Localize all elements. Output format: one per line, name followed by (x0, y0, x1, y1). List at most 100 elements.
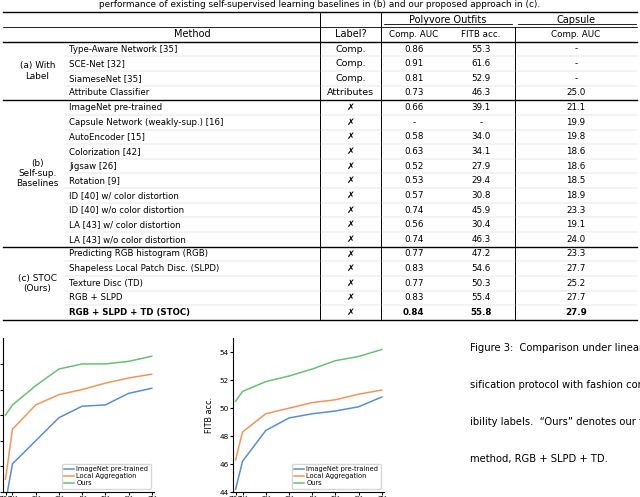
Text: Comp.: Comp. (335, 45, 365, 54)
Text: 27.7: 27.7 (566, 293, 586, 302)
Y-axis label: FITB acc.: FITB acc. (205, 397, 214, 433)
Text: Shapeless Local Patch Disc. (SLPD): Shapeless Local Patch Disc. (SLPD) (69, 264, 220, 273)
Text: Attributes: Attributes (327, 88, 374, 97)
Text: 25.0: 25.0 (566, 88, 586, 97)
Text: -: - (575, 59, 577, 68)
Text: performance of existing self-supervised learning baselines in (b) and our propos: performance of existing self-supervised … (99, 0, 541, 9)
Text: Texture Disc (TD): Texture Disc (TD) (69, 279, 143, 288)
Text: 54.6: 54.6 (471, 264, 490, 273)
Text: Predicting RGB histogram (RGB): Predicting RGB histogram (RGB) (69, 249, 208, 258)
Text: -: - (575, 74, 577, 83)
Text: 0.84: 0.84 (403, 308, 424, 317)
Text: 0.83: 0.83 (404, 293, 424, 302)
Text: SCE-Net [32]: SCE-Net [32] (69, 59, 125, 68)
Text: 27.9: 27.9 (565, 308, 587, 317)
Text: 0.56: 0.56 (404, 220, 424, 229)
Text: Rotation [9]: Rotation [9] (69, 176, 120, 185)
Text: ✗: ✗ (346, 118, 355, 127)
Text: ✗: ✗ (346, 220, 355, 229)
Text: 29.4: 29.4 (472, 176, 490, 185)
Text: Comp. AUC: Comp. AUC (551, 30, 600, 39)
Text: ✗: ✗ (346, 308, 355, 317)
Text: ✗: ✗ (346, 162, 355, 170)
Text: ✗: ✗ (346, 147, 355, 156)
Text: 55.3: 55.3 (471, 45, 491, 54)
Text: LA [43] w/ color distortion: LA [43] w/ color distortion (69, 220, 180, 229)
Text: Method: Method (174, 29, 211, 39)
Text: 52.9: 52.9 (471, 74, 490, 83)
Text: 0.57: 0.57 (404, 191, 424, 200)
Text: 0.74: 0.74 (404, 206, 424, 215)
Text: 61.6: 61.6 (472, 59, 490, 68)
Text: 46.3: 46.3 (471, 88, 490, 97)
Text: 0.86: 0.86 (404, 45, 424, 54)
Text: -: - (479, 118, 483, 127)
Text: 18.6: 18.6 (566, 162, 586, 170)
Text: RGB + SLPD + TD (STOC): RGB + SLPD + TD (STOC) (69, 308, 190, 317)
Text: Capsule: Capsule (556, 15, 596, 25)
Text: 0.73: 0.73 (404, 88, 424, 97)
Text: ✗: ✗ (346, 176, 355, 185)
Text: ✗: ✗ (346, 191, 355, 200)
Text: 34.0: 34.0 (471, 132, 491, 141)
Text: Type-Aware Network [35]: Type-Aware Network [35] (69, 45, 177, 54)
Text: ✗: ✗ (346, 249, 355, 258)
Text: Polyvore Outfits: Polyvore Outfits (410, 15, 486, 25)
Text: 47.2: 47.2 (471, 249, 490, 258)
Text: 0.77: 0.77 (404, 249, 424, 258)
Text: (a) With
Label: (a) With Label (20, 61, 55, 81)
Text: 18.5: 18.5 (566, 176, 586, 185)
Text: 24.0: 24.0 (566, 235, 586, 244)
Text: 18.9: 18.9 (566, 191, 586, 200)
Text: ✗: ✗ (346, 132, 355, 141)
Text: ✗: ✗ (346, 103, 355, 112)
Text: 19.9: 19.9 (566, 118, 586, 127)
Text: 30.4: 30.4 (471, 220, 491, 229)
Text: ✗: ✗ (346, 206, 355, 215)
Text: 19.8: 19.8 (566, 132, 586, 141)
Text: 23.3: 23.3 (566, 249, 586, 258)
Text: 0.83: 0.83 (404, 264, 424, 273)
Text: ID [40] w/o color distortion: ID [40] w/o color distortion (69, 206, 184, 215)
Text: Comp. AUC: Comp. AUC (389, 30, 438, 39)
Text: -: - (412, 118, 415, 127)
Text: 34.1: 34.1 (471, 147, 490, 156)
Text: 19.1: 19.1 (566, 220, 586, 229)
Text: Capsule Network (weakly-sup.) [16]: Capsule Network (weakly-sup.) [16] (69, 118, 223, 127)
Text: ibility labels.  “Ours” denotes our full: ibility labels. “Ours” denotes our full (470, 416, 640, 427)
Text: RGB + SLPD: RGB + SLPD (69, 293, 123, 302)
Text: 18.6: 18.6 (566, 147, 586, 156)
Text: SiameseNet [35]: SiameseNet [35] (69, 74, 141, 83)
Text: 0.66: 0.66 (404, 103, 424, 112)
Text: 0.81: 0.81 (404, 74, 424, 83)
Text: 39.1: 39.1 (471, 103, 490, 112)
Text: 0.53: 0.53 (404, 176, 424, 185)
Text: Colorization [42]: Colorization [42] (69, 147, 141, 156)
Text: 0.91: 0.91 (404, 59, 424, 68)
Text: 46.3: 46.3 (471, 235, 490, 244)
Text: 55.8: 55.8 (470, 308, 492, 317)
Text: ✗: ✗ (346, 235, 355, 244)
Text: ✗: ✗ (346, 293, 355, 302)
Text: ImageNet pre-trained: ImageNet pre-trained (69, 103, 162, 112)
Text: ✗: ✗ (346, 279, 355, 288)
Text: -: - (575, 45, 577, 54)
Text: FITB acc.: FITB acc. (461, 30, 500, 39)
Text: AutoEncoder [15]: AutoEncoder [15] (69, 132, 145, 141)
Text: LA [43] w/o color distortion: LA [43] w/o color distortion (69, 235, 186, 244)
Text: Attribute Classifier: Attribute Classifier (69, 88, 149, 97)
Text: (c) STOC
(Ours): (c) STOC (Ours) (18, 273, 57, 293)
Text: 27.7: 27.7 (566, 264, 586, 273)
Text: 0.77: 0.77 (404, 279, 424, 288)
Text: 0.74: 0.74 (404, 235, 424, 244)
Text: (b)
Self-sup.
Baselines: (b) Self-sup. Baselines (16, 159, 59, 188)
Text: 45.9: 45.9 (471, 206, 490, 215)
Text: Label?: Label? (335, 29, 366, 39)
Text: ✗: ✗ (346, 264, 355, 273)
Text: 55.4: 55.4 (471, 293, 491, 302)
Text: Comp.: Comp. (335, 74, 365, 83)
Text: sification protocol with fashion compat-: sification protocol with fashion compat- (470, 380, 640, 390)
Text: 25.2: 25.2 (566, 279, 586, 288)
Text: Jigsaw [26]: Jigsaw [26] (69, 162, 116, 170)
Text: 23.3: 23.3 (566, 206, 586, 215)
